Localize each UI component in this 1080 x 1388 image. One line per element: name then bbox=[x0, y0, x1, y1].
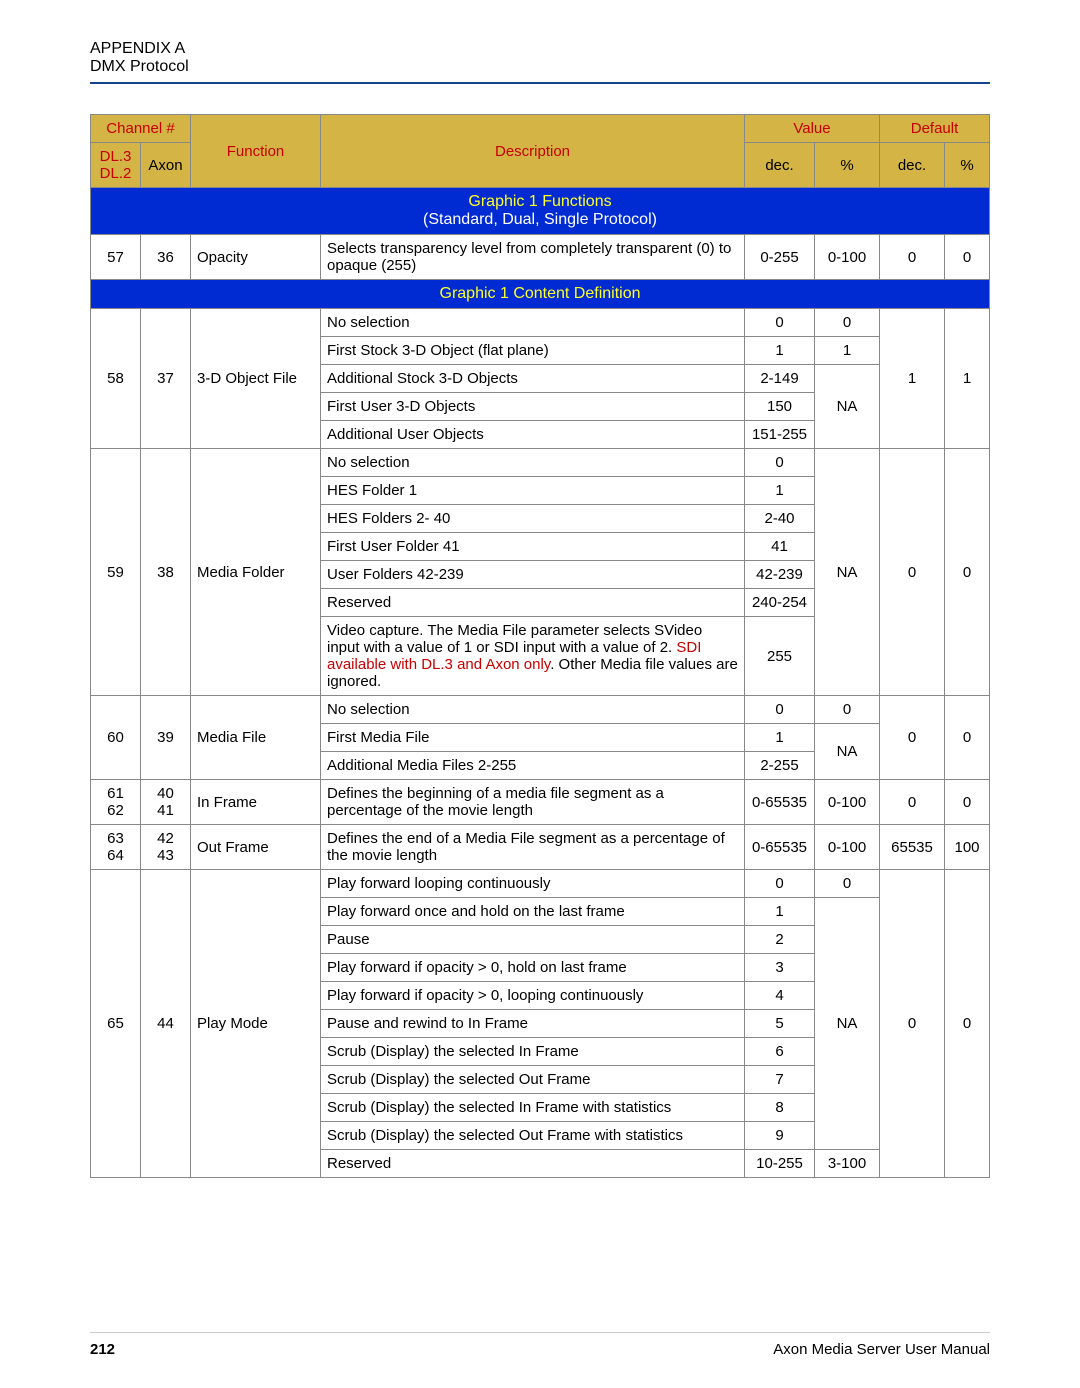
th-dpct: % bbox=[960, 157, 973, 174]
page-header: APPENDIX A DMX Protocol bbox=[90, 40, 990, 76]
row-outframe: 63 64 42 43 Out Frame Defines the end of… bbox=[91, 825, 990, 870]
th-function: Function bbox=[191, 115, 321, 188]
th-axon: Axon bbox=[141, 143, 191, 188]
protocol-label: DMX Protocol bbox=[90, 58, 990, 76]
row-mediafolder-0: 59 38 Media Folder No selection 0 NA 0 0 bbox=[91, 449, 990, 477]
appendix-label: APPENDIX A bbox=[90, 40, 990, 58]
row-playmode-0: 65 44 Play Mode Play forward looping con… bbox=[91, 870, 990, 898]
header-rule bbox=[90, 82, 990, 84]
page-number: 212 bbox=[90, 1341, 115, 1358]
manual-title: Axon Media Server User Manual bbox=[773, 1341, 990, 1358]
th-value: Value bbox=[745, 115, 880, 143]
thead-row1: Channel # Function Description Value Def… bbox=[91, 115, 990, 143]
th-vpct: % bbox=[840, 157, 853, 174]
th-description: Description bbox=[321, 115, 745, 188]
dmx-table: Channel # Function Description Value Def… bbox=[90, 114, 990, 1178]
th-dl: DL.3 DL.2 bbox=[91, 143, 141, 188]
section-graphic1-functions: Graphic 1 Functions (Standard, Dual, Sin… bbox=[91, 188, 990, 235]
row-inframe: 61 62 40 41 In Frame Defines the beginni… bbox=[91, 780, 990, 825]
row-3d-0: 58 37 3-D Object File No selection 0 0 1… bbox=[91, 309, 990, 337]
media-folder-video-capture: Video capture. The Media File parameter … bbox=[321, 617, 745, 696]
th-default: Default bbox=[880, 115, 990, 143]
page-footer: 212 Axon Media Server User Manual bbox=[90, 1332, 990, 1358]
th-channel: Channel # bbox=[91, 115, 191, 143]
th-ddec: dec. bbox=[898, 157, 926, 174]
section-graphic1-content: Graphic 1 Content Definition bbox=[91, 280, 990, 309]
th-dl2: DL.2 bbox=[100, 165, 132, 182]
th-dl3: DL.3 bbox=[100, 148, 132, 165]
row-mediafile-0: 60 39 Media File No selection 0 0 0 0 bbox=[91, 696, 990, 724]
th-vdec: dec. bbox=[765, 157, 793, 174]
row-opacity: 57 36 Opacity Selects transparency level… bbox=[91, 235, 990, 280]
